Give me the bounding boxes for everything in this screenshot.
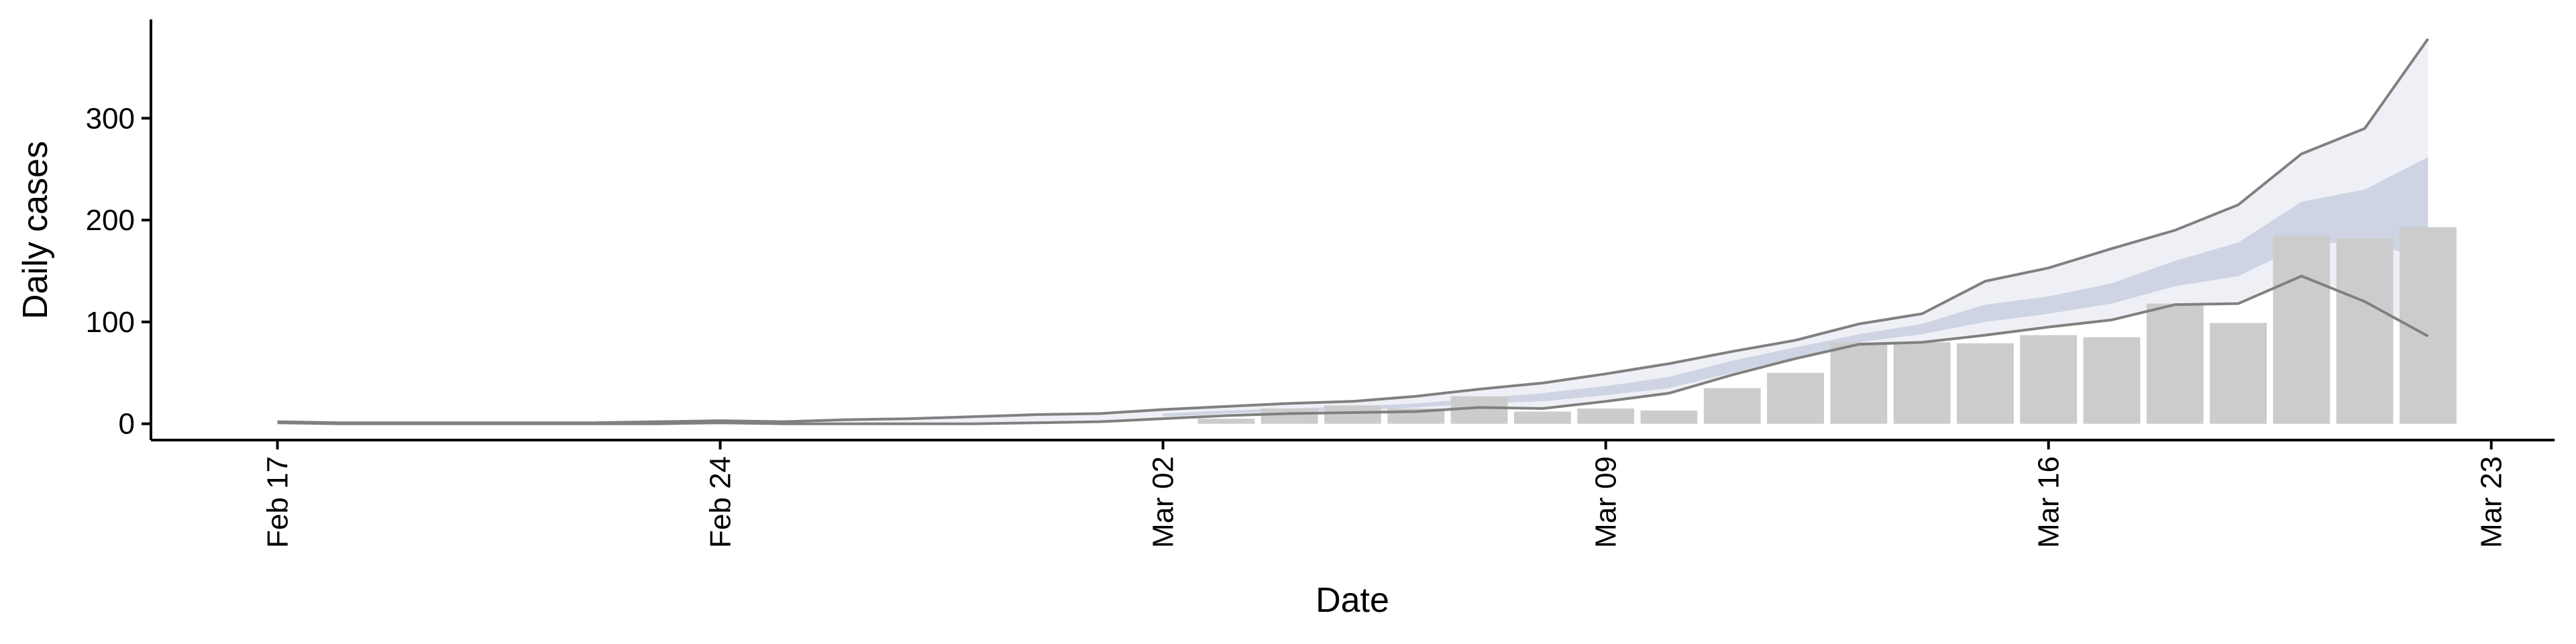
bar [1830,342,1888,424]
bar [1324,405,1381,424]
x-tick-label: Mar 16 [2033,456,2065,548]
bar [1197,419,1255,424]
y-tick-label: 200 [86,204,135,237]
bar [2336,238,2394,424]
bar [1577,408,1635,424]
x-tick-label: Mar 02 [1147,456,1180,548]
y-tick-label: 300 [86,102,135,135]
uncertainty-band [277,38,2428,424]
x-tick-label: Mar 23 [2475,456,2508,548]
x-tick-label: Feb 17 [262,456,294,548]
bar [1703,388,1761,424]
y-tick-label: 0 [119,408,135,441]
x-tick-label: Mar 09 [1590,456,1623,548]
bar [1767,372,1824,424]
y-axis-title: Daily cases [16,141,55,319]
bar [2210,323,2267,424]
x-axis-title: Date [1316,581,1389,620]
bar [1956,343,2014,424]
bar [1513,411,1571,424]
x-tick-label: Feb 24 [704,456,737,548]
bar [1640,410,1698,424]
bar [1260,408,1318,424]
line [277,274,2429,425]
bar [2083,337,2141,424]
line [277,38,2430,425]
y-tick-label: 100 [86,306,135,339]
bar [1893,342,1951,424]
bar [2146,303,2204,424]
bar [2020,335,2078,424]
bar [2273,235,2330,424]
